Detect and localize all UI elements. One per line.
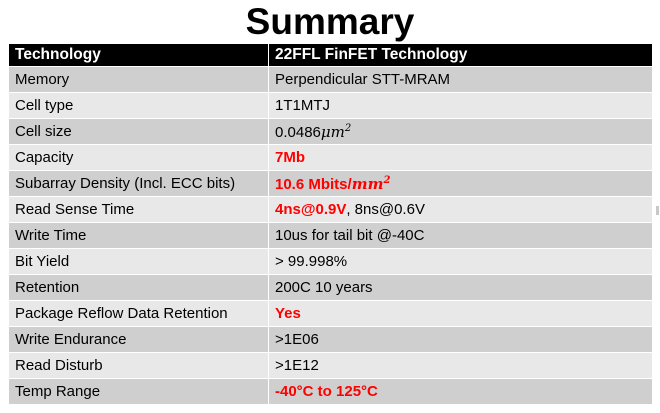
row-value: Perpendicular STT-MRAM — [268, 66, 653, 93]
row-label: Package Reflow Data Retention — [8, 300, 269, 327]
table-row-bit-yield: Bit Yield > 99.998% — [8, 248, 653, 275]
table-row-read-sense-time: Read Sense Time 4ns@0.9V, 8ns@0.6V — [8, 196, 653, 223]
table-row-package-reflow: Package Reflow Data Retention Yes — [8, 300, 653, 327]
table-row-capacity: Capacity 7Mb — [8, 144, 653, 171]
row-label: Cell size — [8, 118, 269, 145]
row-label: Write Endurance — [8, 326, 269, 353]
row-label: Cell type — [8, 92, 269, 119]
highlight-value: 4ns@0.9V — [275, 201, 347, 218]
density-exponent: 2 — [383, 174, 391, 186]
table-row-write-time: Write Time 10us for tail bit @-40C — [8, 222, 653, 249]
table-row-read-disturb: Read Disturb >1E12 — [8, 352, 653, 379]
row-value: -40°C to 125°C — [268, 378, 653, 405]
highlight-value: Yes — [275, 305, 301, 322]
row-value: 0.0486μm2 — [268, 118, 653, 145]
row-label: Capacity — [8, 144, 269, 171]
table-row-write-endurance: Write Endurance >1E06 — [8, 326, 653, 353]
row-value: 10us for tail bit @-40C — [268, 222, 653, 249]
row-label: Bit Yield — [8, 248, 269, 275]
row-label: Subarray Density (Incl. ECC bits) — [8, 170, 269, 197]
table-row-temp-range: Temp Range -40°C to 125°C — [8, 378, 653, 405]
highlight-value: -40°C to 125°C — [275, 383, 378, 400]
column-header-technology: Technology — [8, 43, 269, 67]
read-sense-rest: , 8ns@0.6V — [346, 201, 425, 218]
density-number: 10.6 Mbits/ — [275, 175, 352, 193]
slide-edge-mark — [656, 206, 659, 215]
table-row-cell-size: Cell size 0.0486μm2 — [8, 118, 653, 145]
table-row-retention: Retention 200C 10 years — [8, 274, 653, 301]
table-row-subarray-density: Subarray Density (Incl. ECC bits) 10.6 M… — [8, 170, 653, 197]
cell-size-unit: μm — [320, 122, 345, 141]
row-value: >1E06 — [268, 326, 653, 353]
table-row-memory: Memory Perpendicular STT-MRAM — [8, 66, 653, 93]
row-value: 7Mb — [268, 144, 653, 171]
summary-table: Technology 22FFL FinFET Technology Memor… — [8, 43, 653, 405]
row-label: Temp Range — [8, 378, 269, 405]
cell-size-exponent: 2 — [344, 122, 352, 134]
row-label: Read Sense Time — [8, 196, 269, 223]
row-label: Read Disturb — [8, 352, 269, 379]
table-header-row: Technology 22FFL FinFET Technology — [8, 43, 653, 67]
page-title: Summary — [245, 1, 415, 42]
row-value: >1E12 — [268, 352, 653, 379]
row-label: Retention — [8, 274, 269, 301]
row-label: Write Time — [8, 222, 269, 249]
density-unit: mm — [351, 174, 384, 193]
row-value: 1T1MTJ — [268, 92, 653, 119]
row-value: Yes — [268, 300, 653, 327]
row-value: > 99.998% — [268, 248, 653, 275]
cell-size-number: 0.0486 — [275, 123, 321, 141]
row-value: 4ns@0.9V, 8ns@0.6V — [268, 196, 653, 223]
table-row-cell-type: Cell type 1T1MTJ — [8, 92, 653, 119]
row-label: Memory — [8, 66, 269, 93]
highlight-value: 7Mb — [275, 149, 305, 166]
column-header-22ffl: 22FFL FinFET Technology — [268, 43, 653, 67]
row-value: 200C 10 years — [268, 274, 653, 301]
row-value: 10.6 Mbits/mm2 — [268, 170, 653, 197]
